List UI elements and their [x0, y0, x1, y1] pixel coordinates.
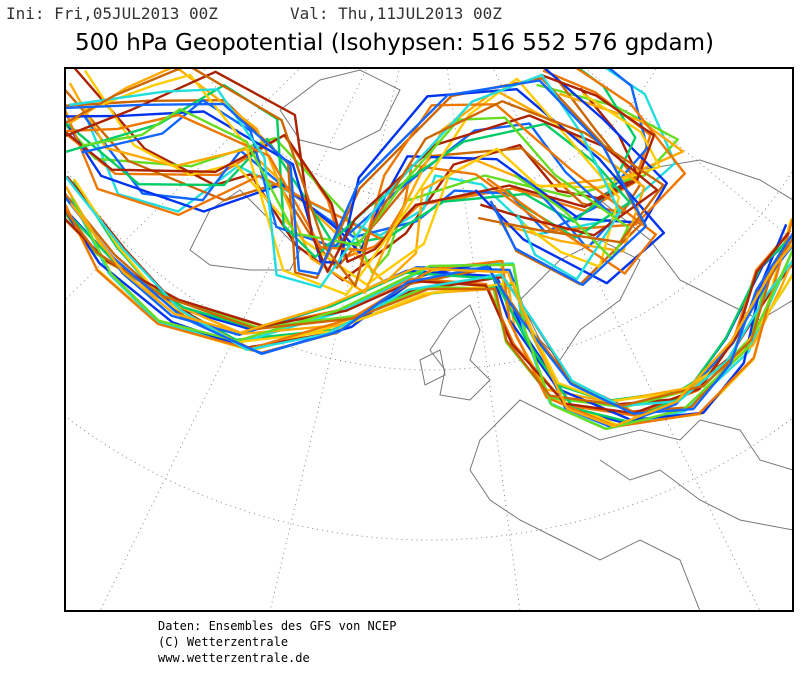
- coastline: [519, 239, 641, 361]
- map-frame: [64, 67, 794, 612]
- isohypses: [65, 68, 793, 431]
- isohypse: [65, 88, 666, 285]
- meridian: [584, 68, 793, 241]
- isohypse: [81, 107, 630, 260]
- isohypse: [65, 79, 648, 287]
- coastline: [429, 304, 491, 401]
- coastline: [419, 349, 446, 386]
- coastline: [279, 69, 401, 151]
- isohypse: [65, 68, 665, 288]
- coastline: [599, 159, 793, 321]
- isohypse: [65, 68, 637, 249]
- valid-time: Val: Thu,11JUL2013 00Z: [290, 4, 502, 23]
- isohypse: [65, 83, 679, 274]
- isohypse: [65, 195, 793, 415]
- footer-line: (C) Wetterzentrale: [158, 635, 289, 649]
- isohypse: [65, 208, 789, 407]
- footer-line: Daten: Ensembles des GFS von NCEP: [158, 619, 397, 633]
- isohypse: [65, 68, 686, 242]
- isohypse: [65, 74, 642, 270]
- isohypse: [65, 217, 790, 415]
- coastline: [469, 399, 793, 611]
- isohypse: [68, 82, 685, 284]
- isohypse: [65, 201, 793, 428]
- isohypse: [83, 69, 661, 286]
- footer-line: www.wetterzentrale.de: [158, 651, 310, 665]
- isohypse: [69, 202, 793, 428]
- isohypse: [65, 103, 657, 275]
- coastline: [599, 459, 793, 531]
- latitude-circle: [65, 166, 793, 371]
- isohypse: [68, 73, 621, 289]
- isohypse: [71, 198, 793, 431]
- map-title: 500 hPa Geopotential (Isohypsen: 516 552…: [75, 30, 714, 56]
- isohypse: [65, 209, 793, 423]
- isohypse: [65, 70, 659, 273]
- isohypse: [84, 73, 620, 296]
- init-time: Ini: Fri,05JUL2013 00Z: [6, 4, 218, 23]
- isohypse: [65, 68, 668, 254]
